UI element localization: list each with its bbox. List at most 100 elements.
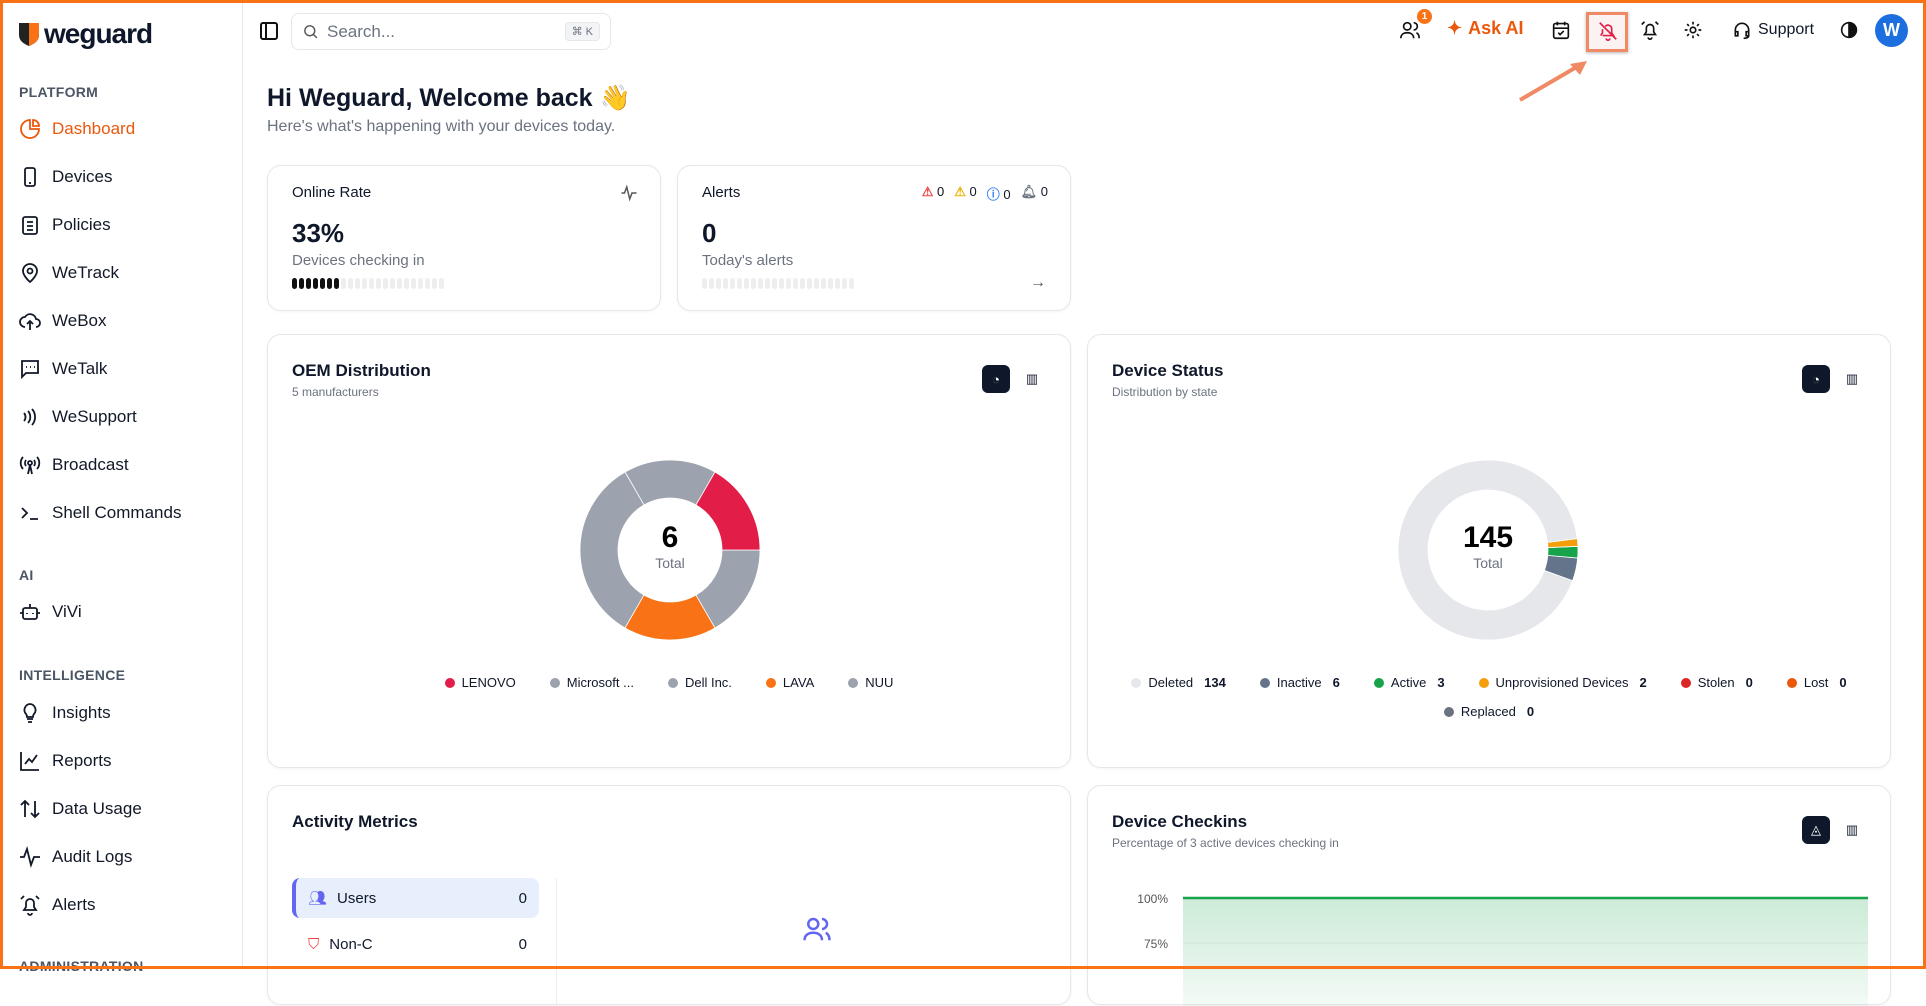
progress-segment: [334, 278, 339, 289]
progress-segment: [397, 278, 402, 289]
notifications-off-button[interactable]: [1597, 20, 1619, 42]
legend-label: Microsoft ...: [566, 675, 634, 690]
progress-segment: [723, 278, 728, 289]
online-rate-value: 33%: [292, 218, 345, 248]
search-icon: [304, 25, 318, 39]
support-button[interactable]: Support: [1732, 20, 1814, 40]
area-view-button[interactable]: ◬: [1802, 816, 1830, 844]
user-avatar[interactable]: W: [1875, 14, 1908, 47]
settings-button[interactable]: [1682, 19, 1704, 41]
alerts-progress: [702, 278, 854, 289]
activity-icon: [621, 184, 637, 202]
progress-segment: [849, 278, 854, 289]
search-input[interactable]: Search... ⌘ K: [291, 13, 611, 50]
legend-item[interactable]: LAVA: [765, 675, 814, 690]
legend-value: 2: [1639, 675, 1647, 690]
legend-item[interactable]: Stolen 0: [1680, 675, 1753, 690]
card-subtitle: Distribution by state: [1112, 385, 1218, 399]
legend-item[interactable]: Dell Inc.: [667, 675, 732, 690]
progress-segment: [425, 278, 430, 289]
sidebar-item-wetrack[interactable]: WeTrack: [18, 258, 119, 288]
legend-item[interactable]: Active 3: [1373, 675, 1445, 690]
pie-view-button[interactable]: ◔: [982, 365, 1010, 393]
progress-segment: [362, 278, 367, 289]
users-button[interactable]: [1399, 19, 1421, 41]
pie-view-button[interactable]: ◔: [1802, 365, 1830, 393]
legend-swatch: [1373, 677, 1384, 688]
metric-non-compliant[interactable]: ⛉ Non-C 0: [292, 924, 539, 964]
progress-segment: [709, 278, 714, 289]
alerts-value: 0: [702, 218, 717, 248]
slice-unprovisioned-devices[interactable]: [1547, 538, 1579, 548]
legend-item[interactable]: Lost 0: [1786, 675, 1847, 690]
slice-lava[interactable]: [624, 594, 716, 641]
legend-label: Inactive: [1276, 675, 1322, 690]
sidebar-item-wetalk[interactable]: WeTalk: [18, 354, 107, 384]
clipboard-list-icon: [22, 216, 38, 235]
bar-view-button[interactable]: ▥: [1025, 371, 1039, 386]
sidebar-item-insights[interactable]: Insights: [18, 698, 111, 728]
sidebar-item-vivi[interactable]: ViVi: [18, 597, 82, 627]
arrow-right-icon[interactable]: →: [1030, 274, 1046, 291]
sidebar-item-label: Reports: [52, 751, 112, 770]
online-rate-card[interactable]: Online Rate 33% Devices checking in: [267, 165, 661, 311]
shortcut-hint: ⌘ K: [564, 22, 600, 41]
progress-segment: [730, 278, 735, 289]
sidebar-item-policies[interactable]: Policies: [18, 210, 111, 240]
theme-toggle-button[interactable]: [1838, 19, 1860, 41]
legend-item[interactable]: Replaced 0: [1443, 704, 1534, 719]
support-label: Support: [1758, 21, 1815, 38]
slice-deleted[interactable]: [1397, 459, 1578, 641]
bar-view-button[interactable]: ▥: [1845, 371, 1859, 386]
calendar-button[interactable]: [1550, 19, 1572, 41]
slice-lenovo[interactable]: [695, 471, 761, 551]
slice-microsoft-[interactable]: [579, 471, 645, 629]
metric-users[interactable]: 👥︎ Users 0: [292, 878, 539, 918]
device-status-donut-chart: 145 Total: [1397, 459, 1579, 641]
slice-active[interactable]: [1547, 545, 1579, 559]
users-large-icon: [803, 917, 831, 941]
sidebar-item-label: Alerts: [52, 895, 96, 914]
legend-value: 0: [1839, 675, 1847, 690]
sidebar-item-devices[interactable]: Devices: [18, 162, 112, 192]
sidebar-item-wesupport[interactable]: WeSupport: [18, 402, 137, 432]
bar-view-button[interactable]: ▥: [1845, 822, 1859, 837]
alarm-button[interactable]: [1639, 19, 1661, 41]
legend-item[interactable]: Deleted 134: [1131, 675, 1226, 690]
progress-segment: [292, 278, 297, 289]
ask-ai-button[interactable]: ✦ Ask AI: [1447, 18, 1523, 39]
legend-item[interactable]: Microsoft ...: [549, 675, 634, 690]
map-pin-icon: [22, 263, 38, 284]
legend-value: 134: [1204, 675, 1226, 690]
brand-name: weguard: [44, 18, 153, 49]
sidebar-toggle-button[interactable]: [260, 22, 278, 40]
sidebar-item-shell-commands[interactable]: Shell Commands: [18, 498, 181, 528]
sidebar-item-label: WeTalk: [52, 359, 108, 378]
progress-segment: [313, 278, 318, 289]
sidebar-item-data-usage[interactable]: Data Usage: [18, 794, 142, 824]
legend-item[interactable]: LENOVO: [444, 675, 516, 690]
sidebar-item-audit-logs[interactable]: Audit Logs: [18, 842, 132, 872]
slice-nuu[interactable]: [695, 549, 761, 629]
sidebar-item-webox[interactable]: WeBox: [18, 306, 107, 336]
legend-item[interactable]: NUU: [848, 675, 893, 690]
calendar-check-icon: [1552, 21, 1570, 40]
lightbulb-icon: [23, 703, 37, 723]
annotation-arrow: [1518, 61, 1587, 102]
sparkles-icon: ✦: [1447, 18, 1463, 38]
logo[interactable]: weguard: [18, 18, 153, 50]
legend-item[interactable]: Inactive 6: [1259, 675, 1340, 690]
legend-label: Dell Inc.: [684, 675, 732, 690]
metric-label: Non-C: [329, 935, 373, 953]
line-chart-icon: [20, 752, 39, 771]
alerts-card[interactable]: Alerts ⚠ 0 ⚠ 0 ⓘ 0 🔔︎ 0 0 Today's alerts…: [677, 165, 1071, 311]
sidebar-item-dashboard[interactable]: Dashboard: [18, 114, 135, 144]
users-icon: 👥︎: [308, 890, 328, 907]
sidebar-item-reports[interactable]: Reports: [18, 746, 112, 776]
progress-segment: [702, 278, 707, 289]
legend-item[interactable]: Unprovisioned Devices 2: [1478, 675, 1647, 690]
sidebar-item-alerts[interactable]: Alerts: [18, 890, 95, 920]
sidebar-item-broadcast[interactable]: Broadcast: [18, 450, 129, 480]
legend-label: Deleted: [1148, 675, 1194, 690]
sidebar-item-label: Insights: [52, 703, 111, 722]
